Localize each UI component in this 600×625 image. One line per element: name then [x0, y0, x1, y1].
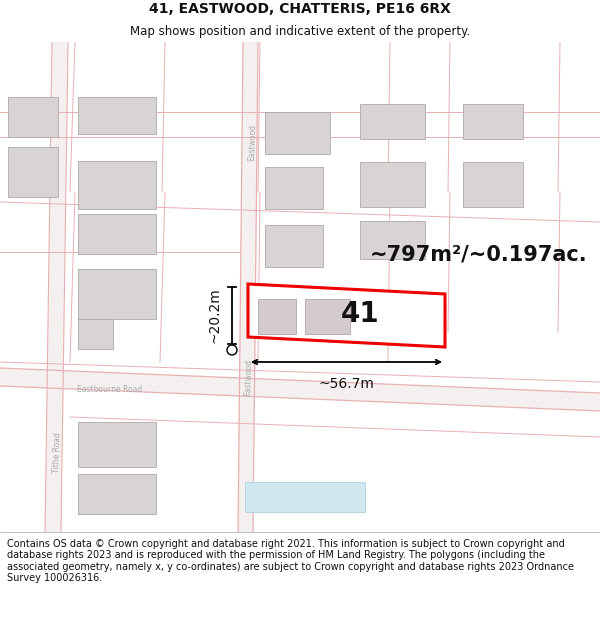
Bar: [258, 299, 296, 334]
Bar: [463, 162, 523, 207]
Bar: [245, 482, 365, 512]
Bar: [8, 97, 58, 137]
Text: 41: 41: [341, 300, 379, 328]
Bar: [8, 147, 58, 197]
Bar: [78, 97, 156, 134]
Bar: [265, 112, 330, 154]
Text: Eastwood: Eastwood: [247, 123, 257, 161]
Text: Map shows position and indicative extent of the property.: Map shows position and indicative extent…: [130, 25, 470, 38]
Polygon shape: [238, 42, 258, 532]
Bar: [78, 319, 113, 349]
Bar: [78, 214, 156, 254]
Text: ~56.7m: ~56.7m: [319, 377, 374, 391]
Polygon shape: [248, 284, 445, 347]
Polygon shape: [0, 368, 600, 411]
Bar: [463, 104, 523, 139]
Bar: [78, 474, 156, 514]
Text: Contains OS data © Crown copyright and database right 2021. This information is : Contains OS data © Crown copyright and d…: [7, 539, 574, 583]
Bar: [78, 161, 156, 209]
Text: Tithe Road: Tithe Road: [52, 431, 62, 472]
Bar: [265, 225, 323, 267]
Polygon shape: [45, 42, 68, 532]
Text: Eastbourne Road: Eastbourne Road: [77, 386, 143, 394]
Bar: [78, 422, 156, 467]
Bar: [360, 221, 425, 259]
Text: Eastwood: Eastwood: [243, 358, 253, 396]
Text: ~797m²/~0.197ac.: ~797m²/~0.197ac.: [370, 244, 587, 264]
Bar: [360, 162, 425, 207]
Bar: [265, 167, 323, 209]
Text: 41, EASTWOOD, CHATTERIS, PE16 6RX: 41, EASTWOOD, CHATTERIS, PE16 6RX: [149, 2, 451, 16]
Bar: [78, 269, 156, 319]
Bar: [360, 104, 425, 139]
Text: ~20.2m: ~20.2m: [207, 288, 221, 343]
Bar: [305, 299, 350, 334]
